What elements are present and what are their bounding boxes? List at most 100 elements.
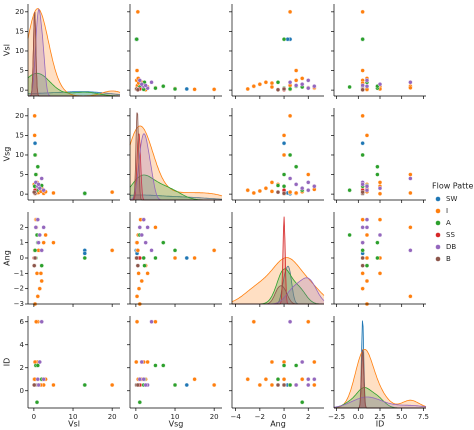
point <box>300 82 305 87</box>
point <box>275 377 281 382</box>
point <box>360 271 365 276</box>
point <box>347 232 352 238</box>
point <box>137 78 142 83</box>
point <box>43 232 48 238</box>
point <box>184 86 189 92</box>
point <box>360 255 365 261</box>
point <box>136 271 141 276</box>
point <box>300 400 305 405</box>
kde-area <box>232 268 324 304</box>
point <box>364 133 370 138</box>
point <box>41 225 46 230</box>
point <box>141 377 146 382</box>
x-axis-label: Vsg <box>169 420 184 429</box>
point <box>364 255 370 261</box>
point <box>135 382 141 388</box>
point <box>257 188 263 194</box>
point <box>35 294 40 299</box>
point <box>287 176 293 181</box>
point <box>172 255 178 261</box>
point <box>192 255 197 261</box>
point <box>275 87 281 92</box>
point <box>360 263 365 268</box>
y-axis-label: Vsl <box>3 44 12 56</box>
point <box>408 85 413 90</box>
point <box>408 294 413 299</box>
point <box>377 180 383 185</box>
kde-area <box>28 8 120 97</box>
point <box>172 248 178 253</box>
point <box>34 271 40 276</box>
point <box>153 319 158 324</box>
point <box>192 377 197 382</box>
point <box>360 9 365 15</box>
point <box>136 286 142 291</box>
point <box>287 113 293 119</box>
point <box>143 382 148 388</box>
point <box>41 188 46 193</box>
point <box>145 225 150 230</box>
point <box>269 382 275 388</box>
kde-area <box>232 285 324 304</box>
point <box>312 377 317 382</box>
point <box>347 188 352 193</box>
point <box>139 278 144 284</box>
kde-line <box>231 257 325 302</box>
point <box>263 186 269 191</box>
point <box>245 188 250 193</box>
point <box>135 248 141 253</box>
kde-area <box>232 277 324 304</box>
point <box>364 188 370 193</box>
point <box>360 225 365 230</box>
point <box>135 9 141 15</box>
point <box>377 191 383 196</box>
point <box>143 83 148 88</box>
point <box>134 255 139 261</box>
point <box>281 152 287 158</box>
point <box>269 84 275 90</box>
x-axis-label: ID <box>376 420 385 429</box>
point <box>82 191 87 196</box>
point <box>306 85 311 91</box>
point <box>408 80 413 85</box>
point <box>281 133 287 138</box>
point <box>137 225 142 230</box>
point <box>109 248 115 253</box>
legend-marker <box>435 220 441 226</box>
point <box>360 182 365 187</box>
point <box>312 84 317 89</box>
point <box>134 37 139 42</box>
kde-line <box>27 8 121 97</box>
point <box>145 359 150 365</box>
kde-area <box>130 133 222 200</box>
point <box>360 68 365 73</box>
y-tick-label: 0 <box>20 387 24 395</box>
point <box>51 382 56 388</box>
y-tick-label: 10 <box>15 151 24 159</box>
point <box>41 377 46 382</box>
point <box>35 377 40 382</box>
point <box>109 382 115 388</box>
point <box>251 190 256 196</box>
point <box>39 176 44 181</box>
x-tick-label: −2 <box>255 413 265 421</box>
point <box>137 377 142 382</box>
point <box>211 87 217 92</box>
point <box>37 359 42 365</box>
kde-area <box>130 134 222 200</box>
point <box>149 319 154 324</box>
point <box>306 319 311 324</box>
y-tick-label: 2 <box>20 223 24 231</box>
point <box>306 382 311 388</box>
point <box>360 189 365 195</box>
y-tick-label: 20 <box>15 8 24 16</box>
point <box>263 377 269 382</box>
point <box>149 248 154 253</box>
x-tick-label: −2.5 <box>328 413 345 421</box>
point <box>408 190 413 196</box>
point <box>364 232 370 238</box>
y-axis-label: Vsg <box>3 147 12 162</box>
kde-area <box>130 126 222 200</box>
kde-line <box>130 194 222 200</box>
legend-label: SS <box>446 231 455 239</box>
